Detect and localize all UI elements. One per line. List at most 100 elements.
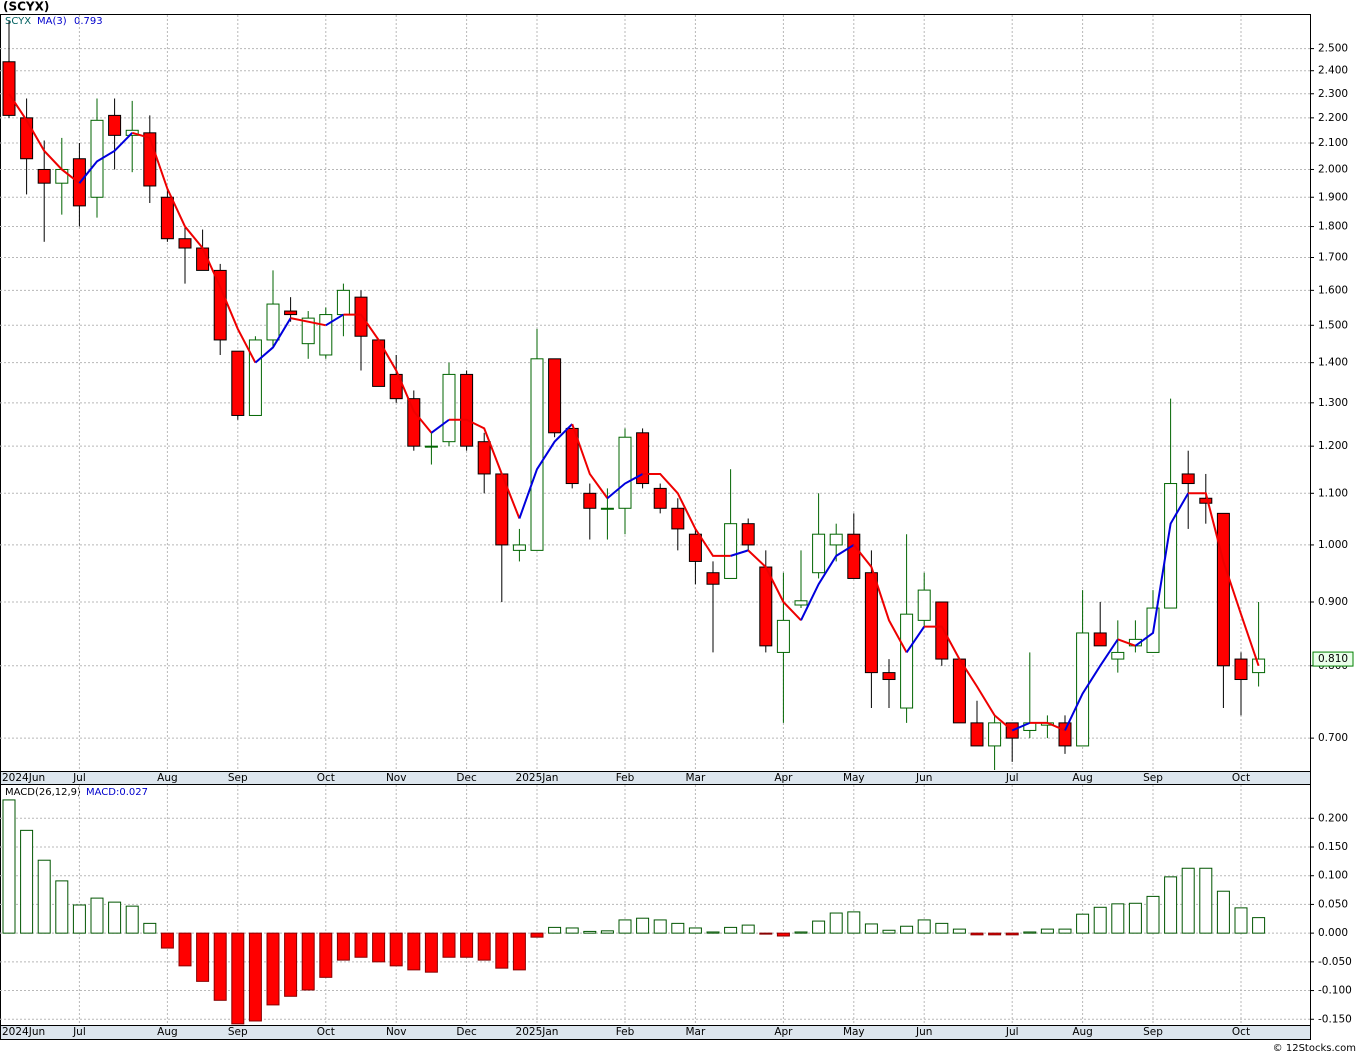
macd-bar <box>160 932 174 949</box>
macd-bar <box>477 932 491 961</box>
macd-bar <box>143 922 157 934</box>
candle-body <box>2 61 16 116</box>
macd-bar <box>213 932 227 1001</box>
macd-bar <box>952 928 966 934</box>
candle-body <box>829 533 843 546</box>
x-tick-label: Sep <box>1143 772 1163 784</box>
y-tick-label: 0.900 <box>1318 596 1348 608</box>
macd-bar <box>231 932 245 1025</box>
macd-bar <box>618 919 632 934</box>
macd-bar <box>108 901 122 934</box>
ma-line <box>325 313 344 327</box>
candle-body <box>900 613 914 709</box>
x-tick-label: Dec <box>456 772 477 784</box>
macd-bar <box>988 932 1002 936</box>
ma-line <box>800 544 855 621</box>
candle-body <box>1058 722 1072 747</box>
candle-body <box>706 572 720 585</box>
macd-bar <box>301 932 315 991</box>
macd-bar <box>1005 932 1019 936</box>
candle-body <box>988 722 1002 747</box>
macd-bar <box>37 859 51 934</box>
x-tick-label: Sep <box>228 772 248 784</box>
macd-bar <box>671 922 685 934</box>
ma-line <box>343 313 433 434</box>
x-tick-label: 2025Jan <box>516 1026 559 1038</box>
macd-bar <box>794 931 808 934</box>
macd-bar <box>248 932 262 1022</box>
x-tick-label: Jul <box>1005 772 1019 784</box>
x-tick-label: Apr <box>774 772 793 784</box>
macd-bar <box>266 932 280 1006</box>
candle-body <box>1164 483 1178 609</box>
candle-body <box>266 303 280 341</box>
ma-line <box>290 317 327 327</box>
macd-bar <box>389 932 403 967</box>
macd-bar <box>2 799 16 934</box>
macd-bar <box>1023 931 1037 934</box>
candle-body <box>460 373 474 447</box>
candle-body <box>970 722 984 747</box>
x-tick-label: 2024Jun <box>2 772 45 784</box>
candle-body <box>847 533 861 579</box>
ma-line <box>8 93 81 184</box>
candle-body <box>1076 632 1090 747</box>
ma-line <box>853 544 908 653</box>
macd-bar <box>847 911 861 934</box>
y-tick-label: 1.500 <box>1318 319 1348 331</box>
x-tick-label: Jun <box>915 772 932 784</box>
x-tick-label: Sep <box>1143 1026 1163 1038</box>
x-tick-label: Oct <box>317 1026 335 1038</box>
macd-bar <box>829 912 843 934</box>
macd-bar <box>882 929 896 934</box>
candle-body <box>213 269 227 341</box>
candle-body <box>354 296 368 337</box>
y-tick-label: 1.400 <box>1318 357 1348 369</box>
x-tick-label: Feb <box>616 1026 635 1038</box>
legend-ma-value: 0.793 <box>74 16 103 27</box>
macd-bar <box>759 932 773 935</box>
macd-bar <box>72 904 86 934</box>
candle-body <box>319 314 333 356</box>
candle-body <box>1005 722 1019 739</box>
ma-line <box>1117 638 1136 647</box>
y-tick-label: 1.300 <box>1318 397 1348 409</box>
candle-body <box>741 523 755 546</box>
x-tick-label: May <box>843 772 865 784</box>
x-tick-label: Jul <box>1005 1026 1019 1038</box>
macd-bar <box>530 932 544 938</box>
macd-bar <box>565 927 579 934</box>
x-tick-label: Mar <box>685 772 705 784</box>
macd-bar <box>776 932 790 937</box>
macd-bar <box>900 925 914 934</box>
y-tick-label: 2.400 <box>1318 65 1348 77</box>
candle-body <box>512 544 526 551</box>
legend-symbol: SCYX <box>5 16 31 27</box>
y-tick-label: 0.200 <box>1318 812 1348 824</box>
chart-title: (SCYX) <box>3 0 49 14</box>
ma-line <box>131 131 257 364</box>
candle-body <box>37 168 51 184</box>
candle-body <box>864 572 878 674</box>
candle-body <box>160 196 174 240</box>
candle-body <box>231 350 245 416</box>
candle-body <box>618 436 632 509</box>
macd-bar <box>196 932 210 982</box>
y-tick-label: -0.150 <box>1318 1013 1352 1025</box>
candle-body <box>301 317 315 345</box>
macd-bar <box>55 880 69 934</box>
macd-bar <box>90 897 104 934</box>
x-tick-label: Oct <box>1232 772 1250 784</box>
ma-line <box>924 625 1013 732</box>
candle-body <box>688 533 702 562</box>
candle-body <box>1093 632 1107 647</box>
macd-bar <box>636 917 650 934</box>
macd-bar <box>917 919 931 934</box>
candle-body <box>1234 658 1248 681</box>
candle-body <box>548 358 562 434</box>
candle-body <box>1199 497 1213 504</box>
x-tick-label: Oct <box>317 772 335 784</box>
macd-title: MACD(26,12,9) <box>5 787 81 798</box>
last-price-label: 0.810 <box>1318 653 1348 665</box>
ma-line <box>518 423 573 519</box>
